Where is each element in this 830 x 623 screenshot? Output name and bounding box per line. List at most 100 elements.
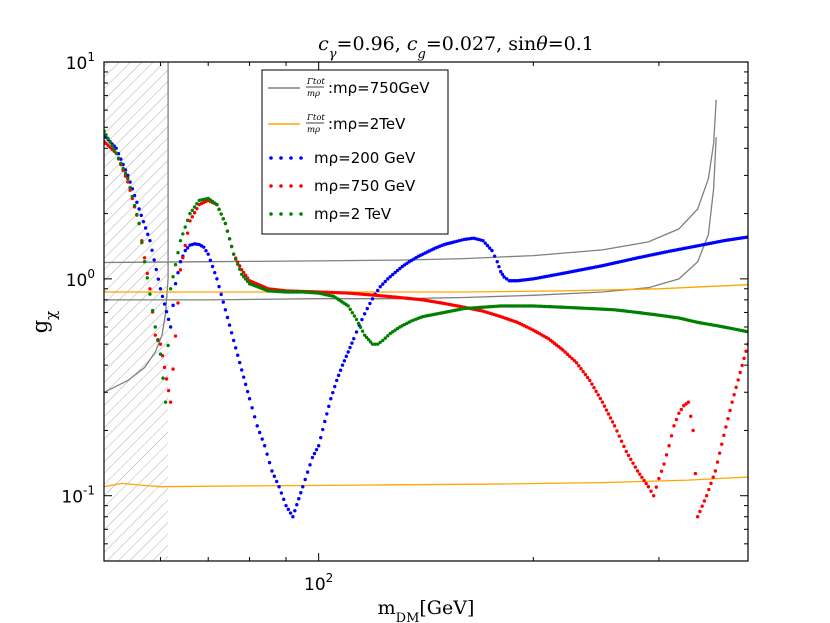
data-point <box>342 359 347 363</box>
data-point <box>132 203 137 208</box>
data-point <box>606 412 611 416</box>
data-point <box>267 460 272 465</box>
data-point <box>596 393 600 397</box>
data-point <box>316 444 321 448</box>
legend-swatch-dot <box>269 212 273 216</box>
data-point <box>247 397 252 401</box>
data-point <box>383 336 387 340</box>
data-point <box>348 345 352 350</box>
data-point <box>577 364 581 368</box>
data-point <box>288 511 293 515</box>
data-point <box>308 463 312 467</box>
data-point <box>336 373 341 378</box>
data-point <box>333 384 337 389</box>
data-point <box>153 333 157 337</box>
data-point <box>722 433 726 437</box>
data-point <box>108 140 112 144</box>
data-point <box>270 469 274 473</box>
data-point <box>217 207 221 212</box>
data-point <box>373 342 377 346</box>
y-axis-label: gχ <box>28 311 60 334</box>
data-point <box>173 263 178 267</box>
data-point <box>348 307 352 312</box>
data-point <box>231 252 236 256</box>
data-point <box>158 352 163 356</box>
data-point <box>140 240 144 245</box>
data-point <box>646 485 651 489</box>
data-point <box>171 303 175 308</box>
data-point <box>255 424 259 428</box>
data-point <box>252 415 257 419</box>
data-point <box>358 325 363 329</box>
data-point <box>192 205 197 209</box>
tick-label: 100 <box>66 267 95 291</box>
data-point <box>135 200 139 204</box>
legend-fraction-top: Γtot <box>306 113 325 123</box>
data-point <box>279 491 284 495</box>
data-point <box>146 232 150 237</box>
data-point <box>504 277 509 281</box>
data-point <box>707 487 711 492</box>
data-point <box>277 485 281 489</box>
data-point <box>250 406 254 410</box>
data-point <box>570 356 574 361</box>
data-point <box>204 248 208 253</box>
data-point <box>720 442 724 446</box>
data-point <box>206 252 210 256</box>
data-point <box>168 325 173 329</box>
data-point <box>677 411 681 415</box>
data-point <box>148 292 152 296</box>
axis-ticks: 102 10-1 100 101 <box>61 50 749 595</box>
data-point <box>190 208 194 212</box>
data-point <box>742 356 746 361</box>
data-point <box>221 217 225 221</box>
data-point <box>178 238 183 243</box>
data-point <box>711 475 715 479</box>
series-2 <box>104 129 748 404</box>
data-point <box>395 268 400 273</box>
data-point <box>233 346 238 350</box>
legend-box <box>261 69 449 235</box>
data-point <box>335 378 339 383</box>
data-point <box>142 256 147 260</box>
data-point <box>689 414 693 419</box>
legend-swatch-dot <box>279 184 283 188</box>
data-point <box>171 367 175 371</box>
data-point <box>362 333 367 337</box>
data-point <box>644 481 648 486</box>
data-point <box>190 215 194 219</box>
data-point <box>602 404 607 408</box>
data-point <box>215 202 219 207</box>
data-point <box>629 457 633 461</box>
data-point <box>744 349 748 353</box>
data-point <box>137 221 141 226</box>
data-point <box>350 310 355 315</box>
data-point <box>622 444 626 449</box>
tick-label: 101 <box>66 50 95 74</box>
data-point <box>319 435 323 440</box>
data-point <box>631 461 635 465</box>
data-point <box>686 400 691 404</box>
data-point <box>168 400 173 404</box>
data-point <box>229 244 234 249</box>
data-point <box>227 323 232 327</box>
data-point <box>642 478 646 483</box>
line-2 <box>104 62 169 393</box>
data-point <box>490 248 494 253</box>
data-point <box>368 301 372 306</box>
legend-item-4: mρ=2 TeV <box>269 205 392 223</box>
data-point <box>713 469 718 473</box>
data-point <box>633 465 637 469</box>
legend-item-1: Γtot mρ:mρ=2TeV <box>268 113 406 135</box>
data-point <box>331 390 335 395</box>
data-point <box>235 262 240 266</box>
data-point <box>192 211 197 215</box>
data-point <box>393 328 397 332</box>
legend-swatch-dot <box>289 184 293 188</box>
data-point <box>153 325 157 329</box>
data-point <box>166 388 171 393</box>
data-point <box>295 503 299 507</box>
data-point <box>221 300 225 304</box>
data-point <box>272 474 277 478</box>
